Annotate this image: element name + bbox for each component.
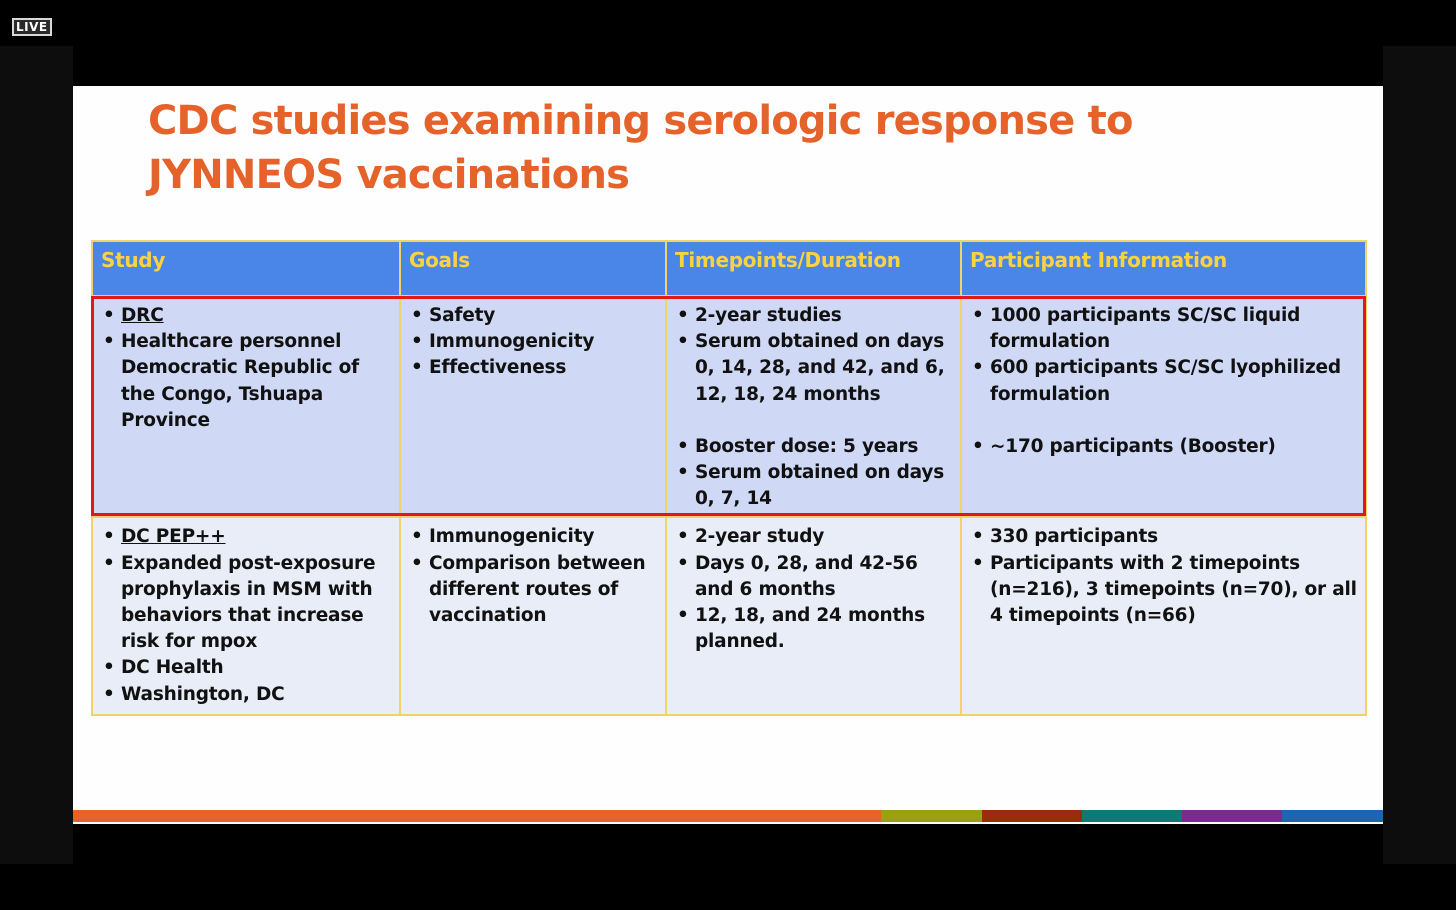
list-item: Comparison between different routes of v…: [407, 551, 659, 630]
list-item: 600 participants SC/SC lyophilized formu…: [968, 355, 1359, 407]
live-badge: LIVE: [12, 18, 52, 36]
list-item: 12, 18, and 24 months planned.: [673, 603, 954, 655]
footer-segment: [1082, 810, 1182, 822]
footer-color-bar: [73, 810, 1383, 822]
list-item: Expanded post-exposure prophylaxis in MS…: [99, 551, 393, 656]
slide-title: CDC studies examining serologic response…: [148, 98, 1133, 198]
table-row-drc: DRC Healthcare personnel Democratic Repu…: [91, 294, 1367, 519]
cell-timepoints: 2-year studies Serum obtained on days 0,…: [665, 294, 962, 519]
list-item: Booster dose: 5 years: [673, 434, 954, 460]
table-header-row: Study Goals Timepoints/Duration Particip…: [91, 240, 1367, 297]
footer-segment: [73, 810, 881, 822]
cell-participants: 330 participants Participants with 2 tim…: [960, 516, 1367, 717]
header-timepoints: Timepoints/Duration: [665, 240, 962, 297]
list-item: 2-year studies: [673, 303, 954, 329]
header-study: Study: [91, 240, 401, 297]
cell-goals: Immunogenicity Comparison between differ…: [399, 516, 667, 717]
list-item: Effectiveness: [407, 355, 659, 381]
list-item: Participants with 2 timepoints (n=216), …: [968, 551, 1359, 630]
list-item: Safety: [407, 303, 659, 329]
cell-timepoints: 2-year study Days 0, 28, and 42-56 and 6…: [665, 516, 962, 717]
cell-goals: Safety Immunogenicity Effectiveness: [399, 294, 667, 519]
footer-segment: [881, 810, 982, 822]
list-item: Serum obtained on days 0, 7, 14: [673, 460, 954, 512]
footer-segment: [1282, 810, 1383, 822]
presentation-slide: CDC studies examining serologic response…: [73, 86, 1383, 824]
list-item: 1000 participants SC/SC liquid formulati…: [968, 303, 1359, 355]
table-row-dc-pep: DC PEP++ Expanded post-exposure prophyla…: [91, 516, 1367, 717]
study-name: DRC: [99, 303, 393, 329]
list-item: Immunogenicity: [407, 329, 659, 355]
cell-study: DC PEP++ Expanded post-exposure prophyla…: [91, 516, 401, 717]
header-goals: Goals: [399, 240, 667, 297]
right-letterbox: [1383, 46, 1456, 864]
list-item: DC Health: [99, 655, 393, 681]
list-item: Healthcare personnel Democratic Republic…: [99, 329, 393, 434]
study-name: DC PEP++: [99, 524, 393, 550]
list-item: Days 0, 28, and 42-56 and 6 months: [673, 551, 954, 603]
list-item: Immunogenicity: [407, 524, 659, 550]
cell-study: DRC Healthcare personnel Democratic Repu…: [91, 294, 401, 519]
left-letterbox: [0, 46, 73, 864]
studies-table: Study Goals Timepoints/Duration Particip…: [91, 240, 1367, 717]
header-participants: Participant Information: [960, 240, 1367, 297]
list-item: Washington, DC: [99, 682, 393, 708]
list-item: Serum obtained on days 0, 14, 28, and 42…: [673, 329, 954, 408]
footer-segment: [1182, 810, 1282, 822]
list-item: 2-year study: [673, 524, 954, 550]
cell-participants: 1000 participants SC/SC liquid formulati…: [960, 294, 1367, 519]
list-item: 330 participants: [968, 524, 1359, 550]
footer-segment: [982, 810, 1082, 822]
list-item: ~170 participants (Booster): [968, 434, 1359, 460]
